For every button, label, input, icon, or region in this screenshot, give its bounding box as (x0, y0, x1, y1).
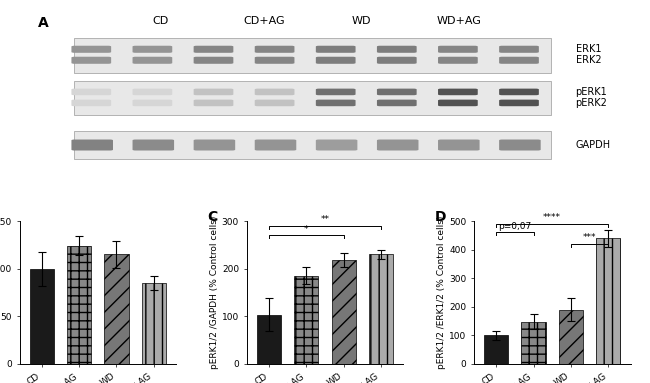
Bar (596, 238, 620, 364)
Text: C: C (207, 210, 218, 224)
Text: pERK1: pERK1 (575, 87, 607, 97)
FancyBboxPatch shape (133, 57, 172, 64)
Text: CD+AG: CD+AG (243, 16, 285, 26)
FancyBboxPatch shape (499, 57, 539, 64)
FancyBboxPatch shape (133, 100, 172, 106)
FancyBboxPatch shape (316, 100, 356, 106)
Text: D: D (435, 210, 446, 224)
Bar (521, 322, 545, 364)
FancyBboxPatch shape (499, 139, 541, 151)
FancyBboxPatch shape (255, 100, 294, 106)
Text: **: ** (320, 215, 330, 224)
FancyBboxPatch shape (255, 57, 294, 64)
FancyBboxPatch shape (72, 100, 111, 106)
Text: p=0,07: p=0,07 (499, 222, 532, 231)
Bar (294, 276, 318, 364)
Text: ERK2: ERK2 (575, 55, 601, 65)
FancyBboxPatch shape (438, 46, 478, 53)
Bar (105, 254, 129, 364)
Bar (484, 335, 508, 364)
FancyBboxPatch shape (377, 139, 419, 151)
FancyBboxPatch shape (499, 100, 539, 106)
FancyBboxPatch shape (377, 46, 417, 53)
FancyBboxPatch shape (133, 139, 174, 151)
Bar (142, 283, 166, 364)
Bar (257, 315, 281, 364)
Bar (332, 260, 356, 364)
Text: CD: CD (152, 16, 168, 26)
Bar (369, 254, 393, 364)
FancyBboxPatch shape (438, 57, 478, 64)
Text: *: * (304, 225, 309, 234)
FancyBboxPatch shape (72, 88, 111, 95)
Text: ***: *** (582, 234, 596, 242)
FancyBboxPatch shape (194, 46, 233, 53)
FancyBboxPatch shape (438, 139, 480, 151)
FancyBboxPatch shape (72, 57, 111, 64)
FancyBboxPatch shape (75, 80, 551, 115)
Text: GAPDH: GAPDH (575, 140, 610, 150)
Text: ERK1: ERK1 (575, 44, 601, 54)
Bar (30, 268, 54, 364)
FancyBboxPatch shape (75, 131, 551, 159)
FancyBboxPatch shape (133, 88, 172, 95)
Y-axis label: pERK1/2 /ERK1/2 (% Control cells): pERK1/2 /ERK1/2 (% Control cells) (437, 216, 446, 369)
FancyBboxPatch shape (194, 88, 233, 95)
FancyBboxPatch shape (72, 46, 111, 53)
Text: ****: **** (543, 213, 561, 223)
FancyBboxPatch shape (194, 139, 235, 151)
FancyBboxPatch shape (438, 100, 478, 106)
FancyBboxPatch shape (316, 57, 356, 64)
FancyBboxPatch shape (316, 46, 356, 53)
Y-axis label: pERK1/2 /GAPDH (% Control cells): pERK1/2 /GAPDH (% Control cells) (210, 216, 219, 369)
FancyBboxPatch shape (438, 88, 478, 95)
FancyBboxPatch shape (499, 88, 539, 95)
Text: pERK2: pERK2 (575, 98, 607, 108)
FancyBboxPatch shape (255, 139, 296, 151)
Text: A: A (38, 16, 49, 30)
FancyBboxPatch shape (377, 100, 417, 106)
Bar (559, 309, 583, 364)
FancyBboxPatch shape (316, 139, 358, 151)
FancyBboxPatch shape (316, 88, 356, 95)
Text: WD: WD (352, 16, 371, 26)
Bar (67, 246, 91, 364)
Text: WD+AG: WD+AG (437, 16, 482, 26)
FancyBboxPatch shape (499, 46, 539, 53)
FancyBboxPatch shape (72, 139, 113, 151)
FancyBboxPatch shape (133, 46, 172, 53)
FancyBboxPatch shape (377, 88, 417, 95)
FancyBboxPatch shape (75, 38, 551, 73)
FancyBboxPatch shape (194, 100, 233, 106)
FancyBboxPatch shape (377, 57, 417, 64)
FancyBboxPatch shape (255, 46, 294, 53)
FancyBboxPatch shape (255, 88, 294, 95)
FancyBboxPatch shape (194, 57, 233, 64)
